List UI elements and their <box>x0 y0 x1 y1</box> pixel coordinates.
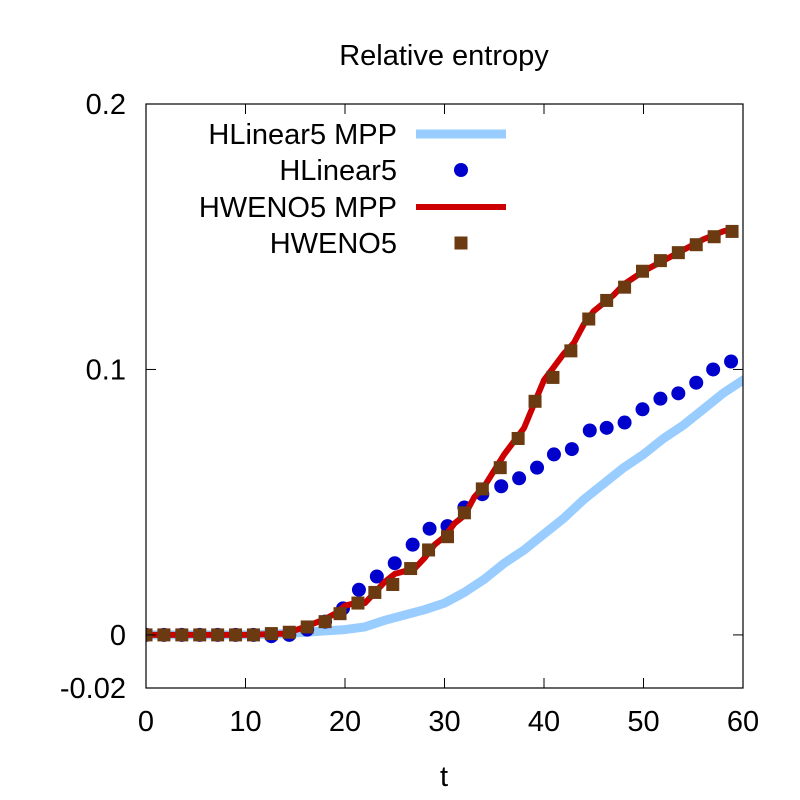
data-point-hweno5 <box>636 264 650 278</box>
data-point-hweno5 <box>193 628 207 642</box>
data-point-hweno5 <box>440 530 454 544</box>
chart-title: Relative entropy <box>339 40 549 72</box>
data-point-hlinear5 <box>689 375 704 390</box>
data-point-hweno5 <box>404 562 418 576</box>
data-point-hweno5 <box>457 506 471 520</box>
data-point-hweno5 <box>725 224 739 238</box>
data-point-hlinear5 <box>724 354 739 369</box>
data-point-hweno5 <box>229 628 243 642</box>
data-point-hlinear5 <box>530 460 545 475</box>
data-point-hlinear5 <box>405 537 420 552</box>
data-point-hlinear5 <box>387 556 402 571</box>
data-point-hlinear5 <box>671 386 686 401</box>
data-point-hlinear5 <box>546 447 561 462</box>
data-point-hweno5 <box>386 577 400 591</box>
series-line-hlinear5-mpp <box>146 375 743 640</box>
data-point-hlinear5 <box>617 415 632 430</box>
data-point-hweno5 <box>246 628 260 642</box>
data-point-hweno5 <box>300 620 314 634</box>
data-point-hweno5 <box>564 344 578 358</box>
data-point-hweno5 <box>493 461 507 475</box>
y-tick-label: 0 <box>110 620 126 652</box>
legend-label-hweno5-mpp: HWENO5 MPP <box>199 192 397 224</box>
plot-area <box>146 224 743 644</box>
data-point-hlinear5 <box>635 402 650 417</box>
axis-ticks <box>145 103 744 689</box>
data-point-hweno5 <box>689 238 703 252</box>
data-point-hweno5 <box>351 596 365 610</box>
data-point-hlinear5 <box>706 362 721 377</box>
data-point-hweno5 <box>333 607 347 621</box>
x-tick-label: 50 <box>627 706 659 738</box>
data-point-hweno5 <box>528 394 542 408</box>
x-axis-title: t <box>440 761 448 793</box>
data-point-hweno5 <box>546 370 560 384</box>
legend-label-hlinear5-mpp: HLinear5 MPP <box>208 119 397 151</box>
x-tick-label: 0 <box>138 706 154 738</box>
data-point-hweno5 <box>475 482 489 496</box>
data-point-hlinear5 <box>599 420 614 435</box>
legend-label-hweno5: HWENO5 <box>270 228 397 260</box>
x-tick-label: 30 <box>428 706 460 738</box>
legend-label-hlinear5: HLinear5 <box>279 155 397 187</box>
data-point-hweno5 <box>671 246 685 260</box>
legend-swatch-hlinear5 <box>454 163 468 177</box>
data-point-hweno5 <box>282 625 296 639</box>
x-tick-label: 10 <box>229 706 261 738</box>
data-point-hweno5 <box>511 431 525 445</box>
data-point-hweno5 <box>318 615 332 629</box>
x-tick-label: 40 <box>528 706 560 738</box>
data-point-hlinear5 <box>564 442 579 457</box>
data-point-hweno5 <box>707 230 721 244</box>
legend: HLinear5 MPP HLinear5 HWENO5 MPP HWENO5 <box>199 119 506 260</box>
y-tick-label: 0.2 <box>86 89 126 121</box>
series-line-hweno5-mpp <box>146 225 736 638</box>
x-tick-label: 20 <box>329 706 361 738</box>
data-point-hweno5 <box>157 628 171 642</box>
y-tick-label: -0.02 <box>60 673 126 705</box>
data-point-hlinear5 <box>494 479 509 494</box>
data-point-hlinear5 <box>351 582 366 597</box>
data-point-hweno5 <box>618 280 632 294</box>
x-tick-label: 60 <box>727 706 759 738</box>
data-point-hweno5 <box>211 628 225 642</box>
data-point-hlinear5 <box>512 471 527 486</box>
legend-swatch-hweno5 <box>454 236 468 250</box>
data-point-hweno5 <box>582 312 596 326</box>
data-point-hlinear5 <box>653 391 668 406</box>
data-point-hweno5 <box>175 628 189 642</box>
y-tick-label: 0.1 <box>86 354 126 386</box>
data-point-hweno5 <box>422 543 436 557</box>
data-point-hweno5 <box>264 627 278 641</box>
data-point-hlinear5 <box>582 423 597 438</box>
data-point-hweno5 <box>368 585 382 599</box>
data-point-hweno5 <box>653 254 667 268</box>
data-point-hweno5 <box>600 293 614 307</box>
data-point-hlinear5 <box>369 569 384 584</box>
axis-tick-labels: 0 10 20 30 40 50 60 -0.02 0 0.1 0.2 <box>60 89 759 738</box>
data-point-hlinear5 <box>422 521 437 536</box>
